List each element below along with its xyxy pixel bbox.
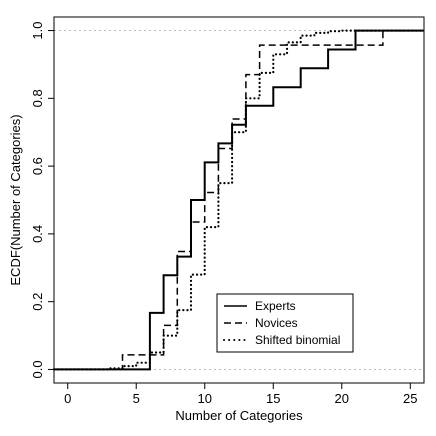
- legend: Experts Novices Shifted binomial: [216, 293, 354, 353]
- plot-frame: [53, 16, 425, 384]
- legend-entry-shifted-binomial: Shifted binomial: [223, 333, 340, 347]
- y-axis: 0.0 0.2 0.4 0.6 0.8 1.0: [30, 22, 54, 378]
- legend-entry-novices: Novices: [224, 316, 298, 330]
- x-axis: 0 5 10 15 20 25: [64, 383, 418, 406]
- series-line-novices: [54, 29, 424, 371]
- x-axis-label: Number of Categories: [175, 408, 303, 423]
- y-axis-label: ECDF(Number of Categories): [8, 114, 23, 285]
- x-tick-label: 25: [403, 391, 417, 406]
- x-tick-label: 0: [64, 391, 71, 406]
- legend-label-novices: Novices: [255, 316, 298, 330]
- x-tick-label: 10: [198, 391, 212, 406]
- series-line-experts: [54, 29, 424, 371]
- y-tick-label: 1.0: [30, 22, 45, 40]
- y-tick-label: 0.4: [30, 225, 45, 243]
- y-tick-label: 0.8: [30, 89, 45, 107]
- series-layer: [52, 29, 426, 371]
- x-tick-label: 15: [266, 391, 280, 406]
- x-tick-label: 20: [335, 391, 349, 406]
- legend-label-experts: Experts: [255, 299, 296, 313]
- legend-entry-experts: Experts: [224, 299, 296, 313]
- y-tick-label: 0.2: [30, 293, 45, 311]
- y-tick-label: 0.6: [30, 157, 45, 175]
- series-line-shifted-binomial: [52, 29, 426, 371]
- x-tick-label: 5: [133, 391, 140, 406]
- legend-label-shifted-binomial: Shifted binomial: [255, 333, 340, 347]
- y-tick-label: 0.0: [30, 360, 45, 378]
